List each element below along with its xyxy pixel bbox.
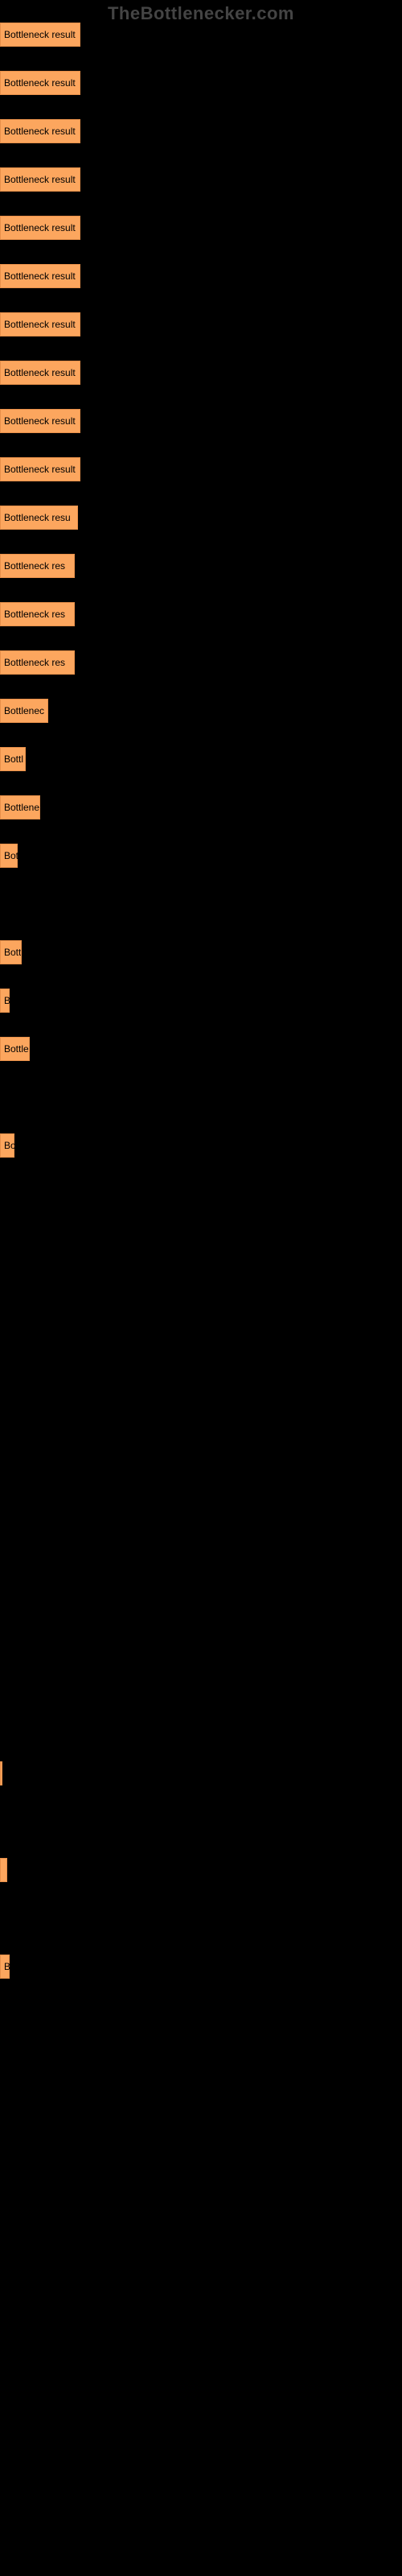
chart-row: [0, 1568, 402, 1592]
chart-bar: Bottleneck res: [0, 650, 75, 675]
chart-row: Bottle: [0, 1037, 402, 1061]
chart-row: [0, 1085, 402, 1109]
chart-bar: Bottleneck result: [0, 167, 80, 192]
chart-row: [0, 1278, 402, 1302]
chart-row: Bottleneck result: [0, 71, 402, 95]
chart-row: Bottl: [0, 747, 402, 771]
chart-row: [0, 1713, 402, 1737]
chart-bar: Bottleneck result: [0, 457, 80, 481]
chart-row: [0, 1230, 402, 1254]
chart-row: Bottleneck result: [0, 361, 402, 385]
bar-label: Bottle: [4, 1043, 29, 1055]
bar-label: B: [4, 1961, 10, 1972]
chart-row: Bottleneck result: [0, 409, 402, 433]
chart-row: [0, 892, 402, 916]
bar-label: Bottleneck result: [4, 270, 76, 282]
bar-label: Bottleneck result: [4, 464, 76, 475]
bar-label: Bottleneck resu: [4, 512, 71, 523]
chart-bar: Bottlene: [0, 795, 40, 819]
bar-label: Bottleneck res: [4, 657, 65, 668]
chart-bar: Bottleneck result: [0, 264, 80, 288]
chart-row: Bottleneck resu: [0, 506, 402, 530]
chart-row: Bottleneck res: [0, 650, 402, 675]
bar-label: Bottleneck res: [4, 560, 65, 572]
chart-row: Bottleneck result: [0, 167, 402, 192]
bar-label: B: [4, 995, 10, 1006]
chart-bar: Bottl: [0, 747, 26, 771]
bar-label: Bott: [4, 947, 21, 958]
chart-row: [0, 1761, 402, 1785]
bar-label: Bottleneck result: [4, 367, 76, 378]
chart-row: B: [0, 1955, 402, 1979]
chart-row: Bottleneck result: [0, 216, 402, 240]
chart-bar: Bottleneck res: [0, 554, 75, 578]
chart-bar: Bottleneck result: [0, 119, 80, 143]
chart-row: [0, 1375, 402, 1399]
chart-row: [0, 1182, 402, 1206]
chart-bar: Bo: [0, 1133, 14, 1158]
chart-row: [0, 1665, 402, 1689]
bar-label: Bottleneck result: [4, 174, 76, 185]
chart-bar: Bottleneck result: [0, 409, 80, 433]
chart-bar: Bottleneck resu: [0, 506, 78, 530]
chart-bar: [0, 1761, 2, 1785]
bar-label: Bottleneck result: [4, 415, 76, 427]
chart-bar: B: [0, 1955, 10, 1979]
chart-row: Bottleneck result: [0, 23, 402, 47]
bar-label: Bot: [4, 850, 18, 861]
bar-label: Bottleneck result: [4, 29, 76, 40]
chart-row: [0, 1423, 402, 1447]
chart-row: B: [0, 989, 402, 1013]
chart-row: [0, 1327, 402, 1351]
chart-row: Bottleneck result: [0, 119, 402, 143]
chart-row: Bottlenec: [0, 699, 402, 723]
chart-bar: Bottleneck result: [0, 71, 80, 95]
chart-bar: Bottleneck result: [0, 361, 80, 385]
chart-row: [0, 1520, 402, 1544]
chart-bar: Bottle: [0, 1037, 30, 1061]
chart-bar: Bottleneck res: [0, 602, 75, 626]
bar-label: Bottleneck result: [4, 319, 76, 330]
chart-bar: Bottlenec: [0, 699, 48, 723]
bar-label: Bo: [4, 1140, 15, 1151]
chart-bar: Bottleneck result: [0, 23, 80, 47]
bar-label: Bottlenec: [4, 705, 44, 716]
chart-row: [0, 1616, 402, 1641]
bar-label: Bottleneck result: [4, 77, 76, 89]
chart-row: Bottleneck result: [0, 264, 402, 288]
chart-row: [0, 1810, 402, 1834]
chart-bar: Bot: [0, 844, 18, 868]
bar-chart: Bottleneck result Bottleneck result Bottle…: [0, 0, 402, 1979]
chart-bar: B: [0, 989, 10, 1013]
bar-label: Bottleneck result: [4, 126, 76, 137]
chart-row: Bot: [0, 844, 402, 868]
chart-row: Bott: [0, 940, 402, 964]
chart-row: Bottleneck result: [0, 312, 402, 336]
chart-row: Bottlene: [0, 795, 402, 819]
chart-row: [0, 1472, 402, 1496]
chart-row: Bottleneck res: [0, 554, 402, 578]
chart-row: [0, 1858, 402, 1882]
chart-row: [0, 1906, 402, 1930]
bar-label: Bottleneck res: [4, 609, 65, 620]
chart-row: Bottleneck res: [0, 602, 402, 626]
chart-bar: Bottleneck result: [0, 216, 80, 240]
chart-row: Bo: [0, 1133, 402, 1158]
bar-label: Bottl: [4, 753, 23, 765]
bar-label: Bottlene: [4, 802, 39, 813]
chart-row: Bottleneck result: [0, 457, 402, 481]
chart-bar: [0, 1858, 7, 1882]
chart-bar: Bottleneck result: [0, 312, 80, 336]
bar-label: Bottleneck result: [4, 222, 76, 233]
chart-bar: Bott: [0, 940, 22, 964]
